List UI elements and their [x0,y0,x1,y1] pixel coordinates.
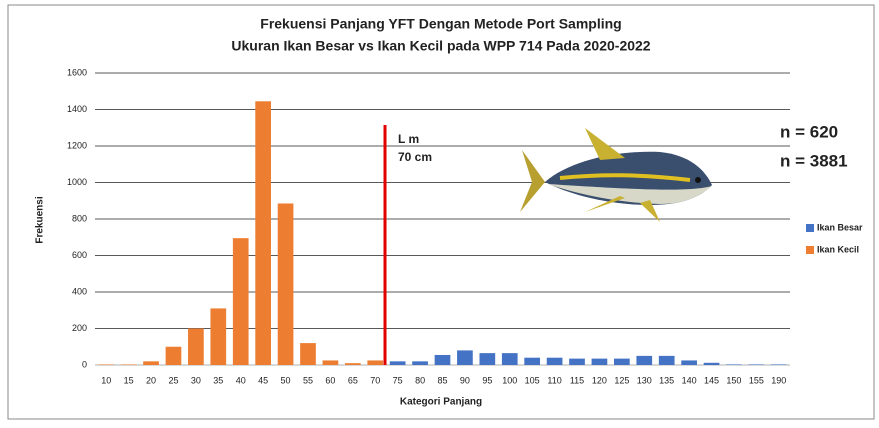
x-tick-label: 60 [325,375,335,385]
bar [367,360,384,365]
bar [322,360,339,365]
bar [726,364,742,365]
x-tick-label: 40 [236,375,246,385]
bar [210,308,227,365]
annotation: n = 620 [780,122,838,141]
y-tick-label: 400 [72,286,87,296]
bar [98,364,115,365]
y-tick-label: 1200 [67,140,87,150]
x-tick-label: 110 [547,375,561,385]
annotation: L m [398,132,419,146]
x-tick-label: 150 [726,375,741,385]
x-tick-label: 35 [213,375,223,385]
x-tick-label: 145 [704,375,719,385]
y-tick-label: 600 [72,250,87,260]
x-tick-label: 135 [659,375,674,385]
bar [165,346,182,365]
bar [457,350,473,365]
x-tick-label: 70 [370,375,380,385]
fish-illustration [520,128,712,222]
bar [277,203,294,365]
bar [614,358,630,365]
bar [143,361,159,365]
x-tick-label: 80 [415,375,425,385]
chart-subtitle: Ukuran Ikan Besar vs Ikan Kecil pada WPP… [231,38,650,54]
x-tick-label: 125 [614,375,629,385]
x-tick-label: 65 [348,375,358,385]
bar [412,361,428,365]
x-axis-title: Kategori Panjang [400,397,482,408]
bar [255,101,271,365]
bar [658,355,675,365]
bar [232,238,249,365]
legend-swatch [806,246,814,254]
x-tick-label: 50 [281,375,291,385]
bar [120,364,137,365]
y-tick-label: 1600 [67,67,87,77]
annotation: 70 cm [398,150,432,164]
x-tick-label: 95 [482,375,492,385]
bar [344,363,361,365]
x-tick-label: 25 [168,375,178,385]
y-tick-label: 200 [72,323,87,333]
y-axis-title: Frekuensi [35,196,46,243]
bar [524,357,541,365]
x-tick-label: 115 [570,375,584,385]
legend-swatch [806,224,814,232]
y-tick-label: 1400 [67,104,87,114]
x-tick-label: 100 [502,375,517,385]
y-tick-label: 800 [72,213,87,223]
bar [389,361,406,365]
x-tick-label: 120 [592,375,607,385]
bar [188,328,204,365]
bar [434,354,451,365]
x-tick-label: 55 [303,375,313,385]
bar [770,364,787,365]
bar [681,360,697,365]
bar [748,364,765,365]
bar [479,353,496,365]
bar [703,362,720,365]
y-tick-label: 1000 [67,177,87,187]
x-tick-label: 105 [525,375,540,385]
x-tick-label: 75 [393,375,403,385]
bar [591,358,608,365]
bar [501,353,518,365]
x-tick-label: 30 [191,375,201,385]
chart-border [7,4,875,420]
x-tick-label: 90 [460,375,470,385]
legend-label: Ikan Kecil [817,244,859,254]
bar [546,357,563,365]
annotation: n = 3881 [780,151,848,170]
bar [300,343,316,365]
x-tick-label: 45 [258,375,268,385]
x-tick-label: 10 [101,375,111,385]
x-tick-label: 140 [682,375,697,385]
x-tick-label: 20 [146,375,156,385]
bar [569,358,585,365]
chart-title: Frekuensi Panjang YFT Dengan Metode Port… [260,16,621,32]
legend-label: Ikan Besar [817,222,863,232]
y-tick-label: 0 [82,359,87,369]
x-tick-label: 155 [749,375,764,385]
x-tick-label: 190 [771,375,786,385]
bar [636,355,653,365]
x-tick-label: 85 [437,375,447,385]
x-tick-label: 15 [124,375,134,385]
x-tick-label: 130 [637,375,652,385]
